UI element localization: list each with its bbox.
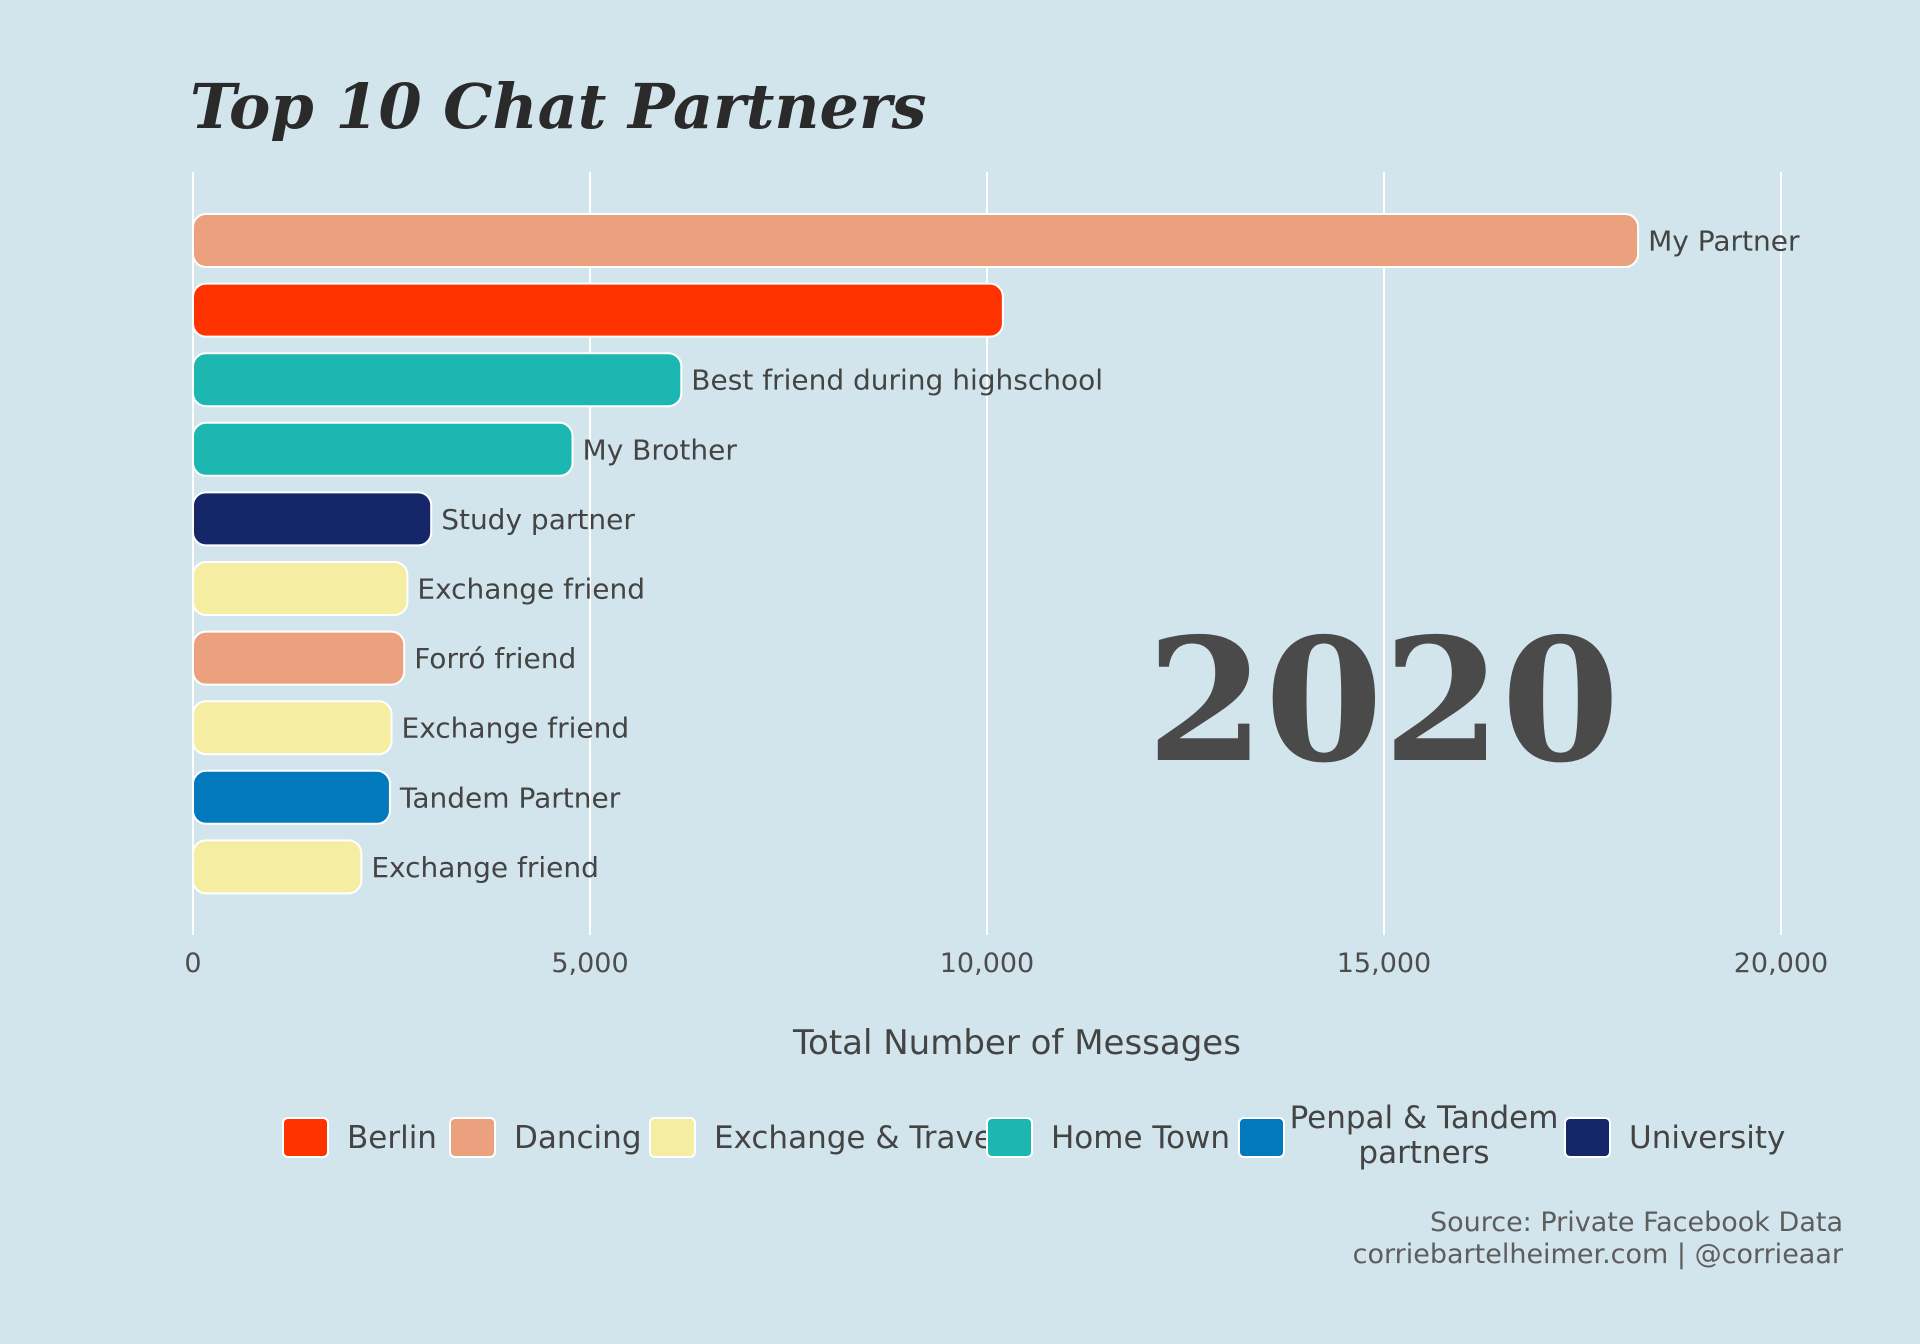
bar-label-5: Exchange friend bbox=[417, 573, 645, 606]
bar-label-0: My Partner bbox=[1648, 225, 1800, 258]
legend-swatch-2 bbox=[649, 1117, 696, 1158]
legend-label-3: Home Town bbox=[1051, 1120, 1230, 1156]
bars bbox=[192, 213, 1640, 895]
source-caption: Source: Private Facebook Data bbox=[1430, 1207, 1843, 1238]
legend-swatch-1 bbox=[449, 1117, 496, 1158]
bar-label-4: Study partner bbox=[441, 503, 635, 536]
bar-label-2: Best friend during highschool bbox=[691, 364, 1103, 397]
bar-label-8: Tandem Partner bbox=[399, 781, 621, 814]
bar-8 bbox=[192, 769, 391, 825]
legend-label-5: University bbox=[1629, 1120, 1785, 1156]
bar-0 bbox=[192, 213, 1640, 268]
bar-7 bbox=[192, 700, 393, 756]
bar-labels: My Partner Best friend during highschool M… bbox=[371, 225, 1800, 884]
bar-label-6: Forró friend bbox=[414, 642, 576, 675]
bar-4 bbox=[192, 491, 433, 547]
legend-swatch-5 bbox=[1564, 1117, 1611, 1158]
x-axis-title: Total Number of Messages bbox=[792, 1023, 1241, 1063]
legend-label-1: Dancing bbox=[514, 1120, 642, 1156]
legend-label-4: Penpal & Tandem partners bbox=[1290, 1100, 1559, 1171]
bar-label-3: My Brother bbox=[583, 433, 738, 466]
bar-label-7: Exchange friend bbox=[402, 712, 630, 745]
x-axis-ticks: 0 5,000 10,000 15,000 20,000 bbox=[184, 948, 1828, 979]
bar-1 bbox=[192, 282, 1004, 338]
bar-3 bbox=[192, 421, 574, 477]
credit-caption: corriebartelheimer.com | @corrieaar bbox=[1353, 1239, 1844, 1270]
x-tick-label-2: 10,000 bbox=[940, 948, 1034, 979]
x-tick-label-3: 15,000 bbox=[1337, 948, 1431, 979]
legend-swatch-4 bbox=[1238, 1117, 1285, 1158]
bar-5 bbox=[192, 561, 409, 616]
legend-swatch-0 bbox=[282, 1117, 329, 1158]
bar-6 bbox=[192, 630, 406, 686]
x-tick-label-0: 0 bbox=[184, 948, 201, 979]
chart-title: Top 10 Chat Partners bbox=[190, 70, 927, 143]
legend-label-2: Exchange & Travel bbox=[714, 1120, 1002, 1156]
legend-label-0: Berlin bbox=[347, 1120, 437, 1156]
x-tick-label-4: 20,000 bbox=[1734, 948, 1828, 979]
bar-9 bbox=[192, 839, 363, 895]
bar-label-9: Exchange friend bbox=[371, 851, 599, 884]
legend: Berlin Dancing Exchange & Travel Home Town P… bbox=[282, 1100, 1785, 1171]
year-label: 2020 bbox=[1146, 601, 1619, 801]
bar-2 bbox=[192, 352, 683, 408]
x-tick-label-1: 5,000 bbox=[551, 948, 628, 979]
legend-swatch-3 bbox=[986, 1117, 1033, 1158]
